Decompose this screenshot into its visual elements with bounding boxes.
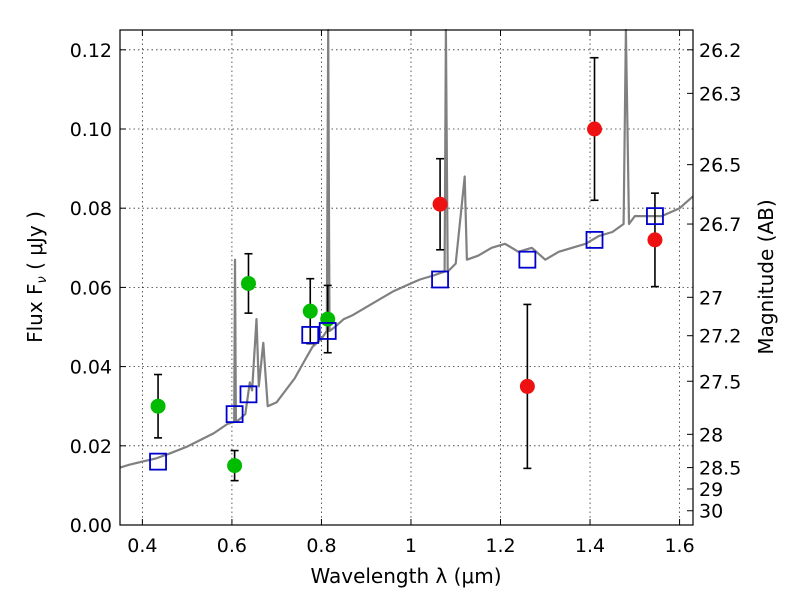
spectrum-layer	[119, 28, 694, 469]
mag-tick-label: 26.2	[699, 40, 741, 62]
y-tick-label: 0.00	[70, 515, 112, 537]
mag-tick-label: 27.2	[699, 326, 741, 348]
plot-frame	[119, 29, 694, 526]
model-photometry-marker	[646, 207, 664, 226]
model-photometry-marker	[518, 250, 537, 269]
y-axis-label-unit: ( μJy )	[23, 211, 47, 276]
y2-axis-label: Magnitude (AB)	[754, 199, 778, 354]
x-tick-label: 0.6	[217, 535, 247, 557]
data-point-marker	[150, 398, 166, 414]
data-point-marker	[432, 196, 448, 212]
grid-layer	[120, 30, 693, 526]
data-point-marker	[302, 303, 318, 319]
data-point-marker	[320, 311, 336, 327]
y-axis-label: Flux Fν ( μJy )	[23, 211, 50, 343]
mag-tick-label: 29	[699, 479, 723, 501]
model-photometry-marker	[585, 230, 604, 249]
mag-tick-label: 26.3	[699, 83, 741, 105]
model-photometry-marker	[318, 322, 337, 340]
data-point-marker	[519, 378, 535, 394]
mag-tick-label: 28	[699, 424, 723, 446]
y-tick-label: 0.02	[70, 436, 112, 458]
data-point-marker	[240, 275, 256, 291]
y-tick-label: 0.10	[70, 119, 112, 141]
mag-tick-label: 27	[699, 287, 723, 309]
marker-layer	[149, 56, 664, 482]
mag-tick-label: 30	[699, 501, 723, 523]
y-tick-label: 0.06	[70, 277, 112, 299]
tick-layer: 0.4 0.6 0.8 1 1.2 1.4 1.6 0.00 0.02 0.04 0.06 0.08 0…	[70, 30, 741, 557]
x-tick-label: 0.4	[127, 535, 157, 557]
data-point-marker	[587, 121, 603, 137]
model-photometry-marker	[431, 270, 449, 289]
mag-tick-label: 28.5	[699, 458, 741, 480]
x-axis-label: Wavelength λ (μm)	[310, 564, 501, 588]
y-axis-label-sub: ν	[35, 276, 50, 283]
y-axis-label-main: Flux F	[23, 283, 47, 342]
y-tick-label: 0.08	[70, 198, 112, 220]
mag-tick-label: 26.7	[699, 214, 741, 236]
y-tick-label: 0.04	[70, 357, 112, 379]
model-spectrum-line	[119, 28, 694, 469]
model-photometry-marker	[301, 326, 320, 344]
model-photometry-marker	[225, 405, 244, 424]
mag-tick-label: 27.5	[699, 371, 741, 393]
data-point-marker	[647, 232, 663, 248]
x-tick-label: 1.6	[664, 535, 694, 557]
data-point-marker	[227, 458, 243, 474]
model-photometry-marker	[239, 385, 258, 404]
x-tick-label: 1	[405, 535, 417, 557]
x-tick-label: 1.2	[485, 535, 515, 557]
mag-tick-label: 26.5	[699, 155, 741, 177]
x-tick-label: 0.8	[306, 535, 336, 557]
x-tick-label: 1.4	[575, 535, 605, 557]
model-photometry-marker	[149, 452, 167, 471]
y-tick-label: 0.12	[70, 40, 112, 62]
